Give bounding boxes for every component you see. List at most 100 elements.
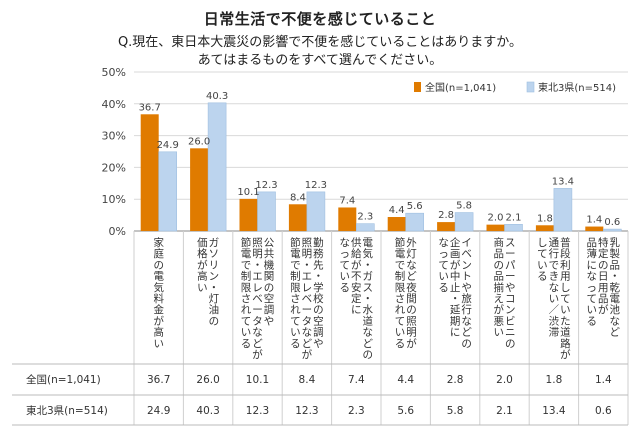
table-cell: 1.4 [595,374,612,386]
table-row-label-tohoku: 東北3県(n=514) [26,404,108,417]
x-tick-label: 価格が高い [197,236,208,294]
bar-zenkoku [288,204,307,231]
bar-tohoku [207,102,227,232]
x-tick-label: ガソリン・灯油の [209,237,220,327]
bar-tohoku [257,191,276,232]
bar-tohoku [602,228,622,232]
y-tick-label: 50% [102,66,126,79]
table-cell: 2.0 [496,374,513,386]
bar-zenkoku [387,217,406,231]
table-cell: 4.4 [397,374,414,386]
y-tick-label: 40% [102,98,126,111]
bar-tohoku [454,212,474,232]
data-label-tohoku: 12.3 [255,180,277,191]
data-label-tohoku: 24.9 [157,140,179,151]
table-cell: 1.8 [546,374,563,386]
data-label-zenkoku: 36.7 [139,102,161,113]
table-cell: 26.0 [196,374,219,386]
data-label-zenkoku: 1.4 [586,215,602,226]
legend-label-zenkoku: 全国(n=1,041) [425,81,496,94]
table-cell: 2.1 [496,405,513,417]
bar-tohoku [553,188,573,232]
x-tick-label: 乳製品・乾電池など [610,236,621,339]
x-tick-label: 照明・エレベータなどが [302,237,313,361]
data-label-zenkoku: 2.0 [488,213,504,224]
table-cell: 13.4 [542,405,566,417]
chart-title: 日常生活で不便を感じていること [203,10,437,28]
table-row-label-zenkoku: 全国(n=1,041) [26,373,101,386]
y-tick-label: 20% [102,161,126,174]
x-tick-label: 特定の日用品が [598,237,609,316]
y-tick-label: 0% [109,225,126,238]
data-label-tohoku: 13.4 [552,176,574,187]
table-cell: 5.8 [447,405,464,417]
x-tick-label: 外灯など夜間の照明が [406,237,417,350]
bar-zenkoku [535,225,554,231]
data-label-zenkoku: 1.8 [537,213,553,224]
x-tick-label: 電気・ガス・水道などの [363,237,374,361]
bar-tohoku [306,191,326,232]
bar-tohoku [158,151,177,232]
table-cell: 40.3 [196,405,219,417]
table-cell: 0.6 [595,405,612,417]
table-cell: 7.4 [348,374,365,386]
bar-zenkoku [190,148,209,231]
data-label-zenkoku: 4.4 [389,205,405,216]
data-label-tohoku: 0.6 [604,217,620,228]
bar-tohoku [355,223,375,232]
table-cell: 5.6 [397,405,414,417]
data-label-tohoku: 5.6 [407,201,423,212]
question-line-2: あてはまるものをすべて選んでください。 [197,53,443,68]
x-tick-label: 通行できない／渋滞 [549,237,560,339]
x-tick-label: なっている [438,237,449,294]
y-tick-label: 10% [102,193,126,206]
x-tick-label: 企画が中止・延期に [450,236,461,339]
legend-swatch-zenkoku [414,82,421,92]
bar-zenkoku [585,226,604,231]
x-tick-label: 商品の品揃えが悪い [494,236,505,339]
legend-label-tohoku: 東北3県(n=514) [538,81,616,94]
data-label-tohoku: 40.3 [206,91,228,102]
table-cell: 12.3 [295,405,318,417]
x-tick-label: している [537,237,548,283]
data-label-zenkoku: 10.1 [237,187,259,198]
table-cell: 10.1 [246,374,269,386]
question-line-1: Q.現在、東日本大震災の影響で不便を感じていることはありますか。 [117,35,523,50]
data-label-tohoku: 2.1 [506,212,522,223]
x-tick-label: なっている [340,237,351,294]
table-cell: 8.4 [299,374,316,386]
x-tick-label: 家庭の電気料金が高い [153,236,164,350]
bar-zenkoku [338,207,357,231]
x-tick-label: 公共機関の空調や [264,237,275,327]
bar-tohoku [405,212,425,232]
bar-zenkoku [239,198,258,231]
bar-zenkoku [140,114,159,231]
x-tick-label: スーパーやコンビニの [505,237,516,350]
x-tick-label: 品薄になっている [587,237,598,327]
x-tick-label: 照明・エレベータなどが [252,237,263,361]
bar-tohoku [504,224,523,232]
data-label-zenkoku: 7.4 [339,195,355,206]
data-label-zenkoku: 2.8 [438,210,454,221]
x-tick-label: イベントや旅行などの [461,237,472,350]
data-label-tohoku: 2.3 [357,212,373,223]
bar-zenkoku [486,224,505,231]
table-cell: 36.7 [147,374,170,386]
data-label-tohoku: 5.8 [456,201,472,212]
x-tick-label: 節電で制限されている [241,236,252,350]
x-tick-label: 節電で制限されている [290,236,301,350]
table-cell: 24.9 [147,405,170,417]
y-tick-label: 30% [102,130,126,143]
bar-zenkoku [437,222,456,231]
legend-swatch-tohoku [526,81,535,93]
x-tick-label: 勤務先・学校の空調や [313,236,324,350]
data-label-tohoku: 12.3 [305,180,327,191]
table-cell: 2.8 [447,374,464,386]
x-tick-label: 供給が不安定に [351,236,362,316]
data-label-zenkoku: 26.0 [188,136,210,147]
table-cell: 2.3 [348,405,365,417]
x-tick-label: 普段利用していた道路が [560,236,571,361]
x-tick-label: 節電で制限されている [395,236,406,350]
data-label-zenkoku: 8.4 [290,192,306,203]
